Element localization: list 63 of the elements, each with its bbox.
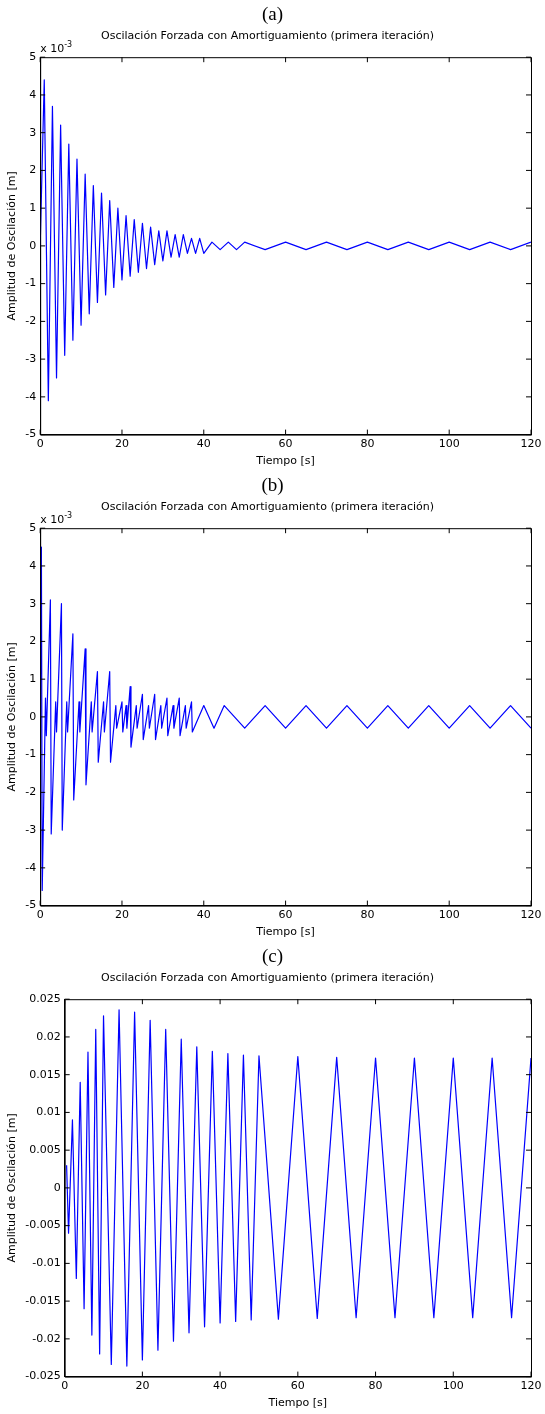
y-tick-label: -5 xyxy=(25,898,37,912)
y-tick-label: -0.005 xyxy=(25,1218,61,1232)
chart-subtitle: Oscilación Forzada con Amortiguamiento (primera iteración) xyxy=(101,29,434,43)
y-tick-label: -0.025 xyxy=(25,1369,61,1383)
y-tick-label: -3 xyxy=(25,822,37,836)
x-tick-label: 20 xyxy=(114,908,129,922)
y-axis-title: Amplitud de Oscilación [m] xyxy=(5,642,19,792)
y-tick-label: 0.025 xyxy=(29,992,61,1006)
y-tick-label: 4 xyxy=(29,558,37,572)
y-tick-label: -0.01 xyxy=(32,1256,61,1270)
y-tick-label: 0 xyxy=(29,238,37,252)
y-tick-label: -0.015 xyxy=(25,1293,61,1307)
y-tick-label: 0.02 xyxy=(36,1029,61,1043)
y-axis-title: Amplitud de Oscilación [m] xyxy=(5,171,19,321)
x-tick-label: 80 xyxy=(368,1379,383,1393)
y-tick-label: -2 xyxy=(25,314,37,328)
x-tick-label: 100 xyxy=(438,437,460,451)
y-tick-label: 4 xyxy=(29,87,37,101)
y-tick-label: 0.01 xyxy=(36,1105,61,1119)
y-tick-label: 0.015 xyxy=(29,1067,61,1081)
y-tick-label: 0.005 xyxy=(29,1143,61,1157)
y-tick-label: 1 xyxy=(29,672,37,686)
chart-subtitle: Oscilación Forzada con Amortiguamiento (primera iteración) xyxy=(101,971,434,985)
y-tick-label: 0 xyxy=(29,709,37,723)
y-tick-label: -1 xyxy=(25,747,37,761)
y-tick-label: -5 xyxy=(25,427,37,441)
x-tick-label: 40 xyxy=(196,908,211,922)
y-tick-label: 3 xyxy=(29,125,37,139)
y-axis-title: Amplitud de Oscilación [m] xyxy=(5,1113,19,1263)
y-tick-label: 5 xyxy=(29,521,37,535)
x-tick-label: 80 xyxy=(360,908,375,922)
chart-title: (b) xyxy=(260,473,285,497)
y-tick-label: -1 xyxy=(25,276,37,290)
x-axis-title: Tiempo [s] xyxy=(255,925,315,939)
chart-subtitle: Oscilación Forzada con Amortiguamiento (primera iteración) xyxy=(101,500,434,514)
y-tick-label: -4 xyxy=(25,860,37,874)
x-tick-label: 120 xyxy=(520,1379,542,1393)
y-tick-label: -3 xyxy=(25,351,37,365)
chart-title: (a) xyxy=(260,2,285,26)
y-tick-label: 3 xyxy=(29,596,37,610)
x-tick-label: 120 xyxy=(520,437,542,451)
x-axis-title: Tiempo [s] xyxy=(267,1396,328,1410)
y-tick-label: 1 xyxy=(29,201,37,215)
x-tick-label: 20 xyxy=(114,437,129,451)
x-tick-label: 80 xyxy=(360,437,375,451)
x-tick-label: 100 xyxy=(438,908,460,922)
y-tick-label: 2 xyxy=(29,634,37,648)
x-tick-label: 120 xyxy=(520,908,542,922)
y-tick-label: 0 xyxy=(53,1180,61,1194)
x-tick-label: 60 xyxy=(278,908,293,922)
y-tick-label: 2 xyxy=(29,163,37,177)
chart-title: (c) xyxy=(260,944,285,968)
y-tick-label: -4 xyxy=(25,389,37,403)
x-tick-label: 20 xyxy=(135,1379,150,1393)
y-tick-label: -2 xyxy=(25,785,37,799)
x-tick-label: 60 xyxy=(278,437,293,451)
x-axis-title: Tiempo [s] xyxy=(255,454,315,468)
x-tick-label: 60 xyxy=(290,1379,305,1393)
x-tick-label: 100 xyxy=(442,1379,464,1393)
x-tick-label: 40 xyxy=(196,437,211,451)
y-tick-label: 5 xyxy=(29,50,37,64)
x-tick-label: 40 xyxy=(213,1379,228,1393)
y-tick-label: -0.02 xyxy=(32,1331,61,1345)
